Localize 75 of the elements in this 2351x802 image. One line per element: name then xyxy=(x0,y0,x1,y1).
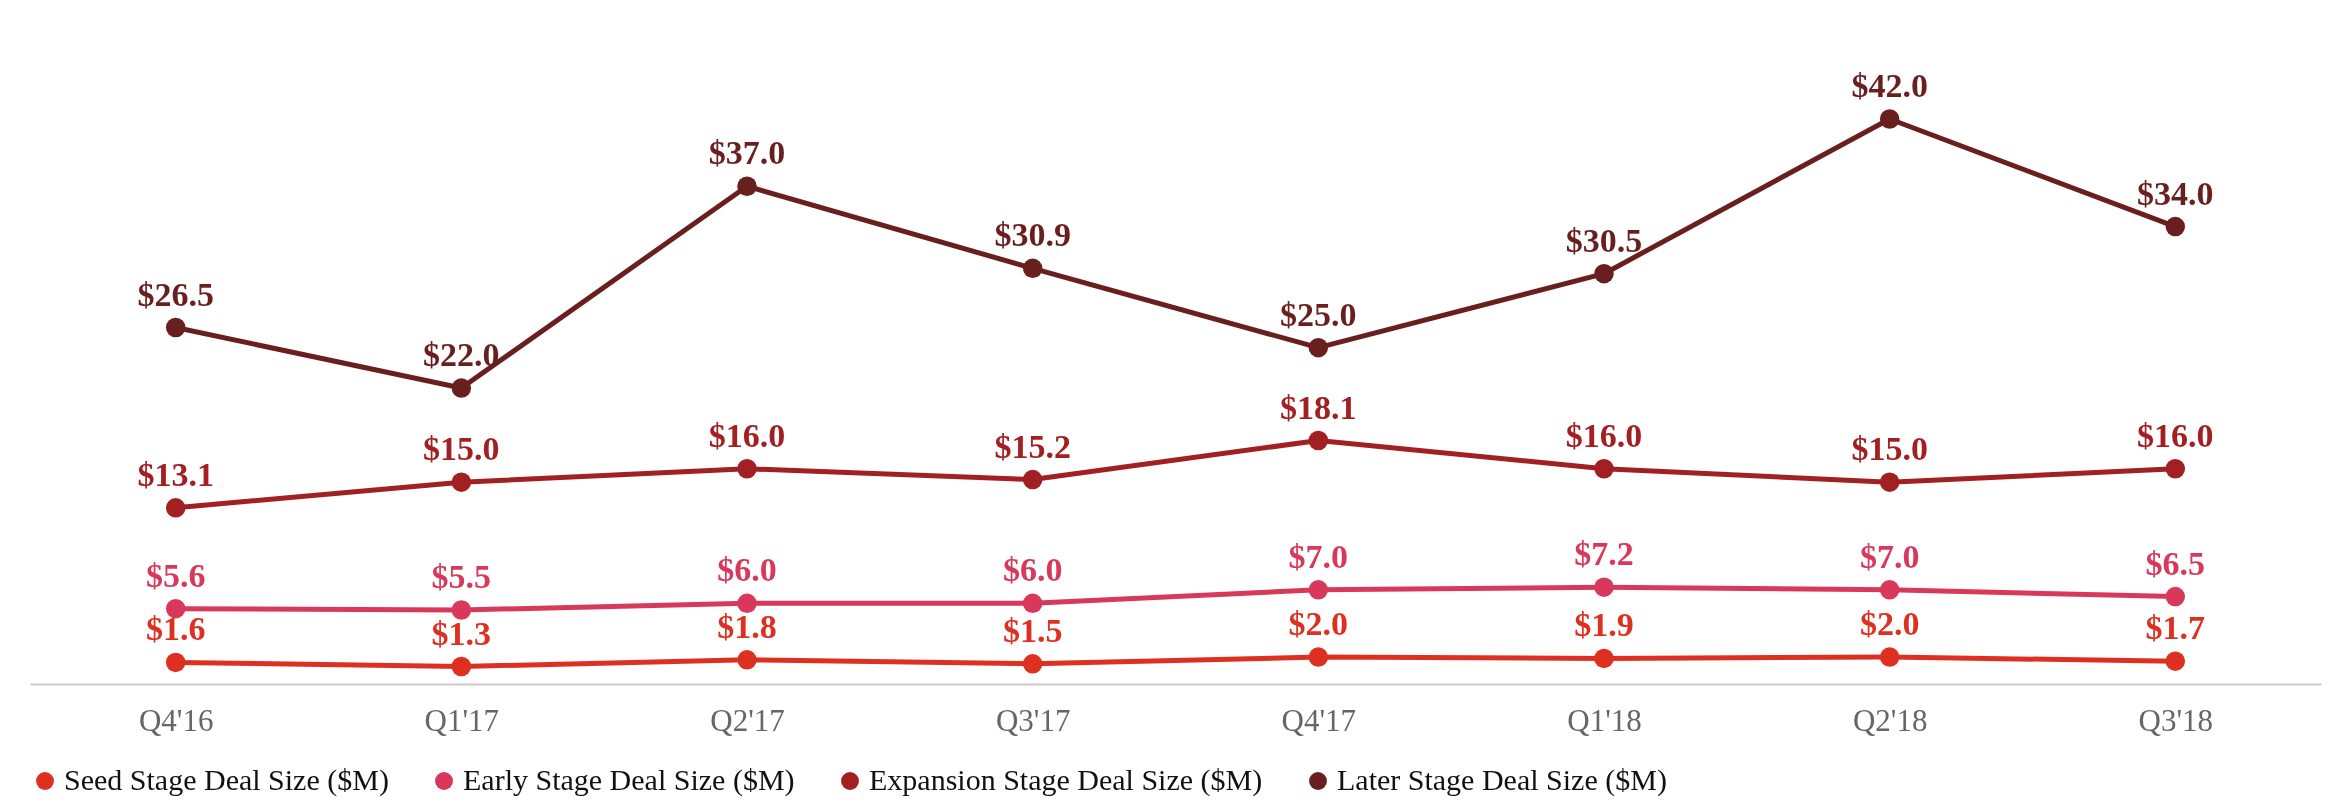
point xyxy=(2165,216,2186,237)
data-label: $1.7 xyxy=(2145,609,2206,647)
data-label: $7.2 xyxy=(1574,535,1634,573)
data-label: $2.0 xyxy=(1288,605,1349,643)
data-label: $15.2 xyxy=(994,427,1071,465)
data-label: $5.6 xyxy=(145,556,206,594)
data-label: $6.0 xyxy=(1002,551,1063,589)
point xyxy=(1879,472,1900,492)
data-label: $16.0 xyxy=(2137,416,2214,454)
point xyxy=(1879,109,1900,129)
data-label: $30.5 xyxy=(1565,221,1643,259)
point xyxy=(451,600,472,620)
data-label: $13.1 xyxy=(137,455,214,493)
data-label: $7.0 xyxy=(1859,537,1920,575)
x-tick-label: Q4'16 xyxy=(138,702,214,738)
data-label: $2.0 xyxy=(1859,605,1920,643)
point xyxy=(165,652,186,673)
data-label: $6.0 xyxy=(717,551,777,589)
point xyxy=(1594,459,1614,479)
x-tick-label: Q1'17 xyxy=(424,702,500,738)
x-tick-label: Q2'18 xyxy=(1852,702,1928,738)
data-label: $1.3 xyxy=(431,614,492,652)
point xyxy=(1022,258,1043,279)
data-label: $1.6 xyxy=(145,610,206,648)
point xyxy=(1308,430,1329,451)
point xyxy=(165,317,186,338)
point xyxy=(451,656,472,677)
point xyxy=(1594,577,1614,597)
legend-label: Early Stage Deal Size ($M) xyxy=(463,763,795,797)
point xyxy=(1879,580,1900,600)
legend-label: Seed Stage Deal Size ($M) xyxy=(64,763,389,797)
legend-label: Expansion Stage Deal Size ($M) xyxy=(869,763,1263,797)
point xyxy=(1308,647,1329,667)
point xyxy=(2165,586,2186,607)
data-label: $16.0 xyxy=(1565,416,1643,454)
legend-label: Later Stage Deal Size ($M) xyxy=(1337,763,1667,797)
data-label: $1.5 xyxy=(1002,611,1063,649)
x-tick-label: Q1'18 xyxy=(1567,702,1642,738)
point xyxy=(451,378,472,398)
data-label: $1.8 xyxy=(717,607,777,645)
x-tick-label: Q2'17 xyxy=(710,702,785,738)
point xyxy=(1594,263,1614,284)
data-label: $16.0 xyxy=(708,416,786,454)
x-tick-label: Q3'18 xyxy=(2138,702,2214,738)
data-label: $5.5 xyxy=(431,558,492,596)
point xyxy=(737,176,757,196)
point xyxy=(2165,459,2186,479)
data-label: $42.0 xyxy=(1851,67,1928,104)
point xyxy=(737,650,757,670)
data-label: $15.0 xyxy=(1851,430,1928,468)
point xyxy=(737,459,757,479)
point xyxy=(165,498,186,518)
point xyxy=(451,472,472,492)
data-label: $6.5 xyxy=(2145,544,2206,582)
data-label: $26.5 xyxy=(137,275,214,313)
data-label: $37.0 xyxy=(708,134,786,172)
data-label: $25.0 xyxy=(1280,295,1357,333)
point xyxy=(1022,654,1043,674)
point xyxy=(2165,651,2186,671)
point xyxy=(1594,648,1614,669)
data-label: $15.0 xyxy=(423,430,500,468)
point xyxy=(1022,469,1043,490)
data-label: $22.0 xyxy=(423,336,500,374)
data-label: $18.1 xyxy=(1280,388,1357,426)
point xyxy=(1308,580,1329,600)
data-label: $7.0 xyxy=(1288,537,1349,575)
data-label: $1.9 xyxy=(1574,606,1634,644)
data-label: $34.0 xyxy=(2137,174,2214,212)
point xyxy=(1022,593,1043,614)
x-tick-label: Q3'17 xyxy=(995,702,1071,738)
point xyxy=(1308,337,1329,358)
point xyxy=(1879,647,1900,667)
x-tick-label: Q4'17 xyxy=(1281,702,1357,738)
point xyxy=(737,593,757,614)
data-label: $30.9 xyxy=(994,216,1071,254)
